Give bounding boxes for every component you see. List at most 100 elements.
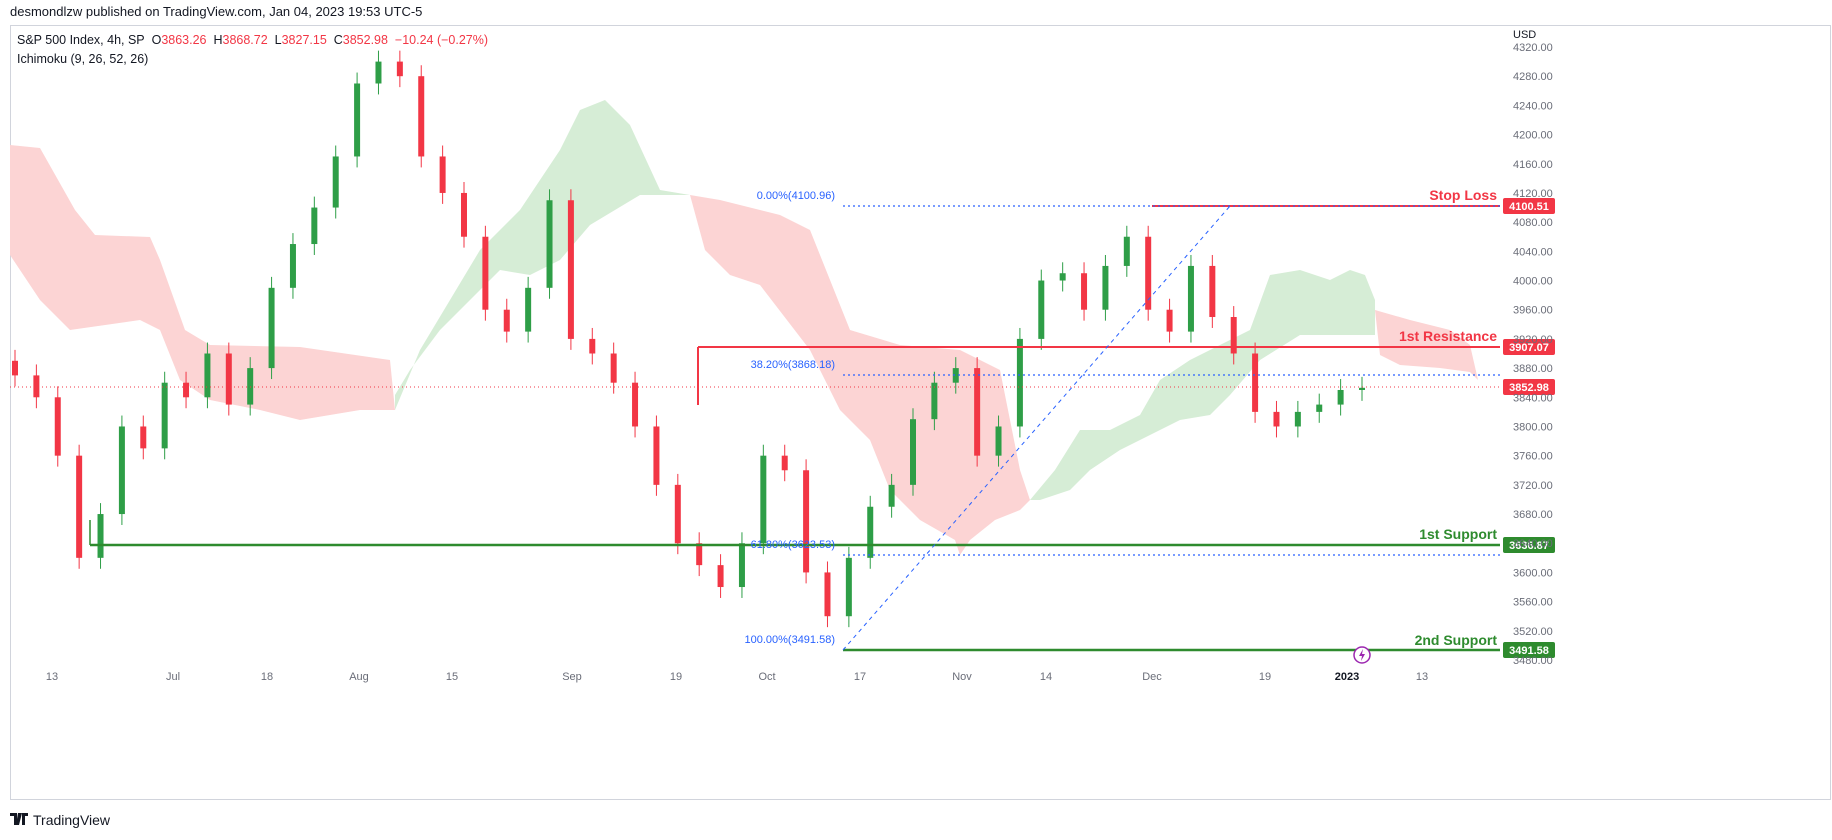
cloud-bull-1	[395, 100, 690, 410]
legend-change: −10.24 (−0.27%)	[394, 33, 489, 47]
candle-body	[12, 360, 18, 376]
y-tick-label: 3680.00	[1513, 509, 1553, 521]
y-tick-label: 4160.00	[1513, 159, 1553, 171]
x-tick-label: 13	[1416, 671, 1428, 683]
resistance-text: 1st Resistance	[1399, 328, 1497, 344]
cloud-bear-3	[1375, 310, 1478, 380]
candles	[12, 50, 1365, 628]
y-tick-label: 3920.00	[1513, 334, 1553, 346]
x-tick-label: 14	[1040, 671, 1052, 683]
x-tick-label: Jul	[166, 671, 180, 683]
support1-badge	[1503, 537, 1555, 553]
x-tick-label: 13	[46, 671, 58, 683]
fib-label: 0.00%(4100.96)	[757, 190, 835, 202]
candle-body	[311, 207, 318, 245]
fib-label: 100.00%(3491.58)	[744, 634, 835, 646]
x-tick-label: Oct	[758, 671, 775, 683]
candle-body	[396, 61, 403, 77]
y-tick-label: 3960.00	[1513, 305, 1553, 317]
y-tick-label: 3720.00	[1513, 480, 1553, 492]
published-line: desmondlzw published on TradingView.com,…	[10, 4, 423, 19]
legend-o-label: O	[151, 33, 162, 47]
y-tick-label: 3640.00	[1513, 538, 1553, 550]
candle-body	[717, 565, 724, 588]
overlays: Stop Loss 1st Resistance 1st Support 2nd Su…	[10, 187, 1555, 664]
candle-body	[781, 455, 788, 471]
legend-ohlc: S&P 500 Index, 4h, SP O3863.26 H3868.72 …	[17, 33, 488, 47]
x-tick-label: 15	[446, 671, 458, 683]
candle-body	[1359, 387, 1365, 390]
resistance-badge	[1503, 339, 1555, 355]
candle-body	[824, 572, 831, 617]
y-tick-label: 3600.00	[1513, 567, 1553, 579]
x-tick-label: Sep	[562, 671, 582, 683]
candle-body	[225, 353, 232, 405]
y-tick-label: 4000.00	[1513, 276, 1553, 288]
ichimoku-cloud	[10, 100, 1478, 555]
support2-text: 2nd Support	[1415, 632, 1498, 648]
y-tick-label: 4040.00	[1513, 246, 1553, 258]
candle-body	[204, 353, 211, 398]
footer-brand[interactable]: TradingView	[10, 812, 110, 828]
candle-body	[118, 426, 125, 515]
candle-body	[888, 484, 895, 507]
fib-trend-line	[842, 205, 1231, 651]
legend-open: 3863.26	[161, 33, 207, 47]
support2-badge-text: 3491.58	[1509, 645, 1549, 657]
last-price-badge-text: 3852.98	[1509, 382, 1549, 394]
tradingview-logo-icon	[10, 812, 28, 828]
candle-body	[332, 156, 339, 208]
last-price-badge	[1503, 379, 1555, 395]
fib-label: 61.80%(3623.53)	[751, 539, 835, 551]
candle-body	[54, 397, 61, 456]
candle-body	[653, 426, 660, 485]
candle-body	[931, 382, 938, 420]
legend-low: 3827.15	[281, 33, 327, 47]
candle-body	[461, 192, 467, 237]
candle-body	[1209, 265, 1216, 318]
x-tick-label: 19	[670, 671, 682, 683]
candle-body	[140, 426, 147, 449]
x-tick-label: 2023	[1335, 671, 1359, 683]
legend-c-label: C	[333, 33, 343, 47]
y-tick-label: 3800.00	[1513, 421, 1553, 433]
x-tick-label: Nov	[952, 671, 972, 683]
stop-loss-badge	[1503, 198, 1555, 214]
chart-frame	[10, 25, 1831, 800]
candle-body	[1038, 280, 1045, 339]
candle-body	[439, 156, 446, 193]
y-tick-label: 3840.00	[1513, 392, 1553, 404]
candle-body	[610, 353, 617, 383]
resistance-badge-text: 3907.07	[1509, 342, 1549, 354]
y-tick-label: 3560.00	[1513, 597, 1553, 609]
cloud-bull-2	[1030, 270, 1375, 500]
candle-body	[1252, 353, 1259, 412]
candle-body	[674, 484, 681, 544]
candle-body	[375, 61, 382, 84]
legend-indicator[interactable]: Ichimoku (9, 26, 52, 26)	[17, 52, 149, 66]
legend-l-label: L	[274, 33, 282, 47]
candle-body	[354, 83, 361, 157]
candle-body	[268, 287, 275, 369]
candle-body	[567, 200, 574, 339]
y-tick-label: 4320.00	[1513, 42, 1553, 54]
y-tick-label: 4280.00	[1513, 71, 1553, 83]
candle-body	[1166, 309, 1173, 332]
y-tick-label: 3880.00	[1513, 363, 1553, 375]
legend-high: 3868.72	[222, 33, 268, 47]
candle-body	[482, 236, 489, 310]
candle-body	[1187, 265, 1194, 332]
support1-text: 1st Support	[1419, 526, 1497, 542]
y-tick-label: 4200.00	[1513, 130, 1553, 142]
y-tick-label: 3760.00	[1513, 451, 1553, 463]
candle-body	[845, 557, 852, 617]
lightning-bolt	[1359, 649, 1365, 661]
x-tick-label: Aug	[349, 671, 369, 683]
time-axis: 13 Jul 18 Aug 15 Sep 19 Oct 17 Nov 14 Dec 19 2023 13	[46, 671, 1428, 683]
y-tick-label: 4080.00	[1513, 217, 1553, 229]
support1-badge-text: 3636.87	[1509, 540, 1549, 552]
stop-loss-text: Stop Loss	[1429, 187, 1497, 203]
candle-body	[803, 470, 810, 573]
